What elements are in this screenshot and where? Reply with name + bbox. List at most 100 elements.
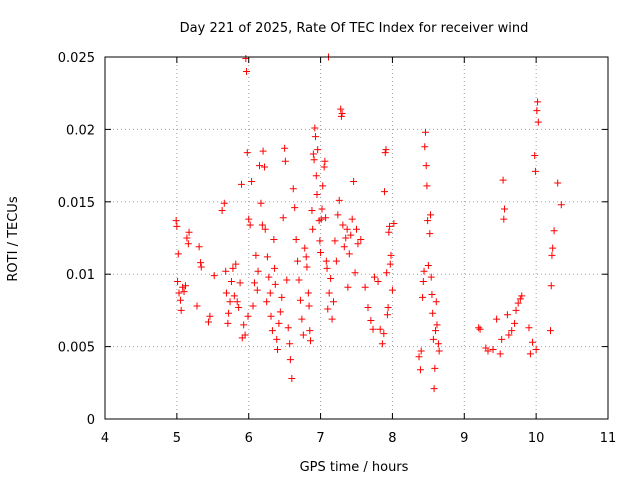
data-point (175, 289, 183, 297)
data-point (357, 235, 365, 243)
data-point (320, 163, 328, 171)
data-point (328, 315, 336, 323)
data-point (361, 283, 369, 291)
data-point (429, 309, 437, 317)
data-point (177, 306, 185, 314)
data-point (307, 337, 315, 345)
data-point (429, 335, 437, 343)
data-point (232, 260, 240, 268)
data-point (534, 118, 542, 126)
data-point (288, 374, 296, 382)
data-point (330, 298, 338, 306)
data-point (253, 286, 261, 294)
data-point (301, 244, 309, 252)
y-tick-label: 0 (87, 413, 95, 428)
data-point (518, 292, 526, 300)
data-point (309, 150, 317, 158)
data-point (174, 250, 182, 258)
data-point (364, 304, 372, 312)
data-point (296, 296, 304, 304)
x-tick-label: 8 (388, 431, 396, 446)
data-point (430, 385, 438, 393)
data-point (242, 54, 250, 62)
data-point (230, 292, 238, 300)
data-point (183, 234, 191, 242)
data-point (421, 143, 429, 151)
data-point (428, 290, 436, 298)
data-point (475, 324, 483, 332)
data-point (498, 335, 506, 343)
data-point (173, 222, 181, 230)
data-point (233, 298, 241, 306)
data-point (283, 276, 291, 284)
data-point (249, 302, 257, 310)
data-point (322, 214, 330, 222)
data-point (334, 211, 342, 219)
data-point (279, 214, 287, 222)
data-point (533, 107, 541, 115)
data-point (278, 293, 286, 301)
data-point (179, 283, 187, 291)
data-point (350, 178, 358, 186)
data-point (310, 156, 318, 164)
data-point (286, 356, 294, 364)
data-point (369, 325, 377, 333)
data-point (557, 201, 565, 209)
data-point (432, 298, 440, 306)
x-tick-label: 11 (600, 431, 617, 446)
data-point (386, 222, 394, 230)
data-point (267, 312, 275, 320)
data-point (434, 340, 442, 348)
data-point (374, 277, 382, 285)
data-point (291, 204, 299, 212)
data-point (222, 267, 230, 275)
data-point (512, 306, 520, 314)
data-point (424, 217, 432, 225)
data-point (388, 286, 396, 294)
data-point (385, 228, 393, 236)
data-point (244, 312, 252, 320)
data-point (246, 221, 254, 229)
data-point (335, 196, 343, 204)
data-point (367, 317, 375, 325)
data-point (318, 205, 326, 213)
data-point (496, 350, 504, 358)
data-point (273, 335, 281, 343)
data-point (311, 124, 319, 132)
data-point (511, 319, 519, 327)
data-point (548, 251, 556, 259)
data-point (295, 276, 303, 284)
data-point (534, 98, 542, 106)
data-point (195, 243, 203, 251)
data-point (241, 331, 249, 339)
x-tick-label: 10 (528, 431, 545, 446)
data-point (226, 298, 234, 306)
data-point (210, 272, 218, 280)
data-point (327, 275, 335, 283)
data-point (204, 318, 212, 326)
data-point (261, 163, 269, 171)
data-point (529, 338, 537, 346)
data-point (254, 267, 262, 275)
data-point (317, 215, 325, 223)
data-point (332, 257, 340, 265)
data-point (220, 199, 228, 207)
data-point (380, 330, 388, 338)
data-point (185, 228, 193, 236)
data-point (354, 240, 362, 248)
data-point (351, 269, 359, 277)
y-tick-label: 0.015 (58, 196, 95, 211)
data-point (547, 282, 555, 290)
data-point (303, 263, 311, 271)
x-tick-label: 9 (460, 431, 468, 446)
data-point (508, 327, 516, 335)
data-point (218, 206, 226, 214)
data-point (309, 225, 317, 233)
data-point (381, 149, 389, 157)
data-point (224, 319, 232, 327)
data-point (431, 364, 439, 372)
data-point (312, 133, 320, 141)
data-point (245, 215, 253, 223)
data-point (419, 293, 427, 301)
data-point (304, 289, 312, 297)
